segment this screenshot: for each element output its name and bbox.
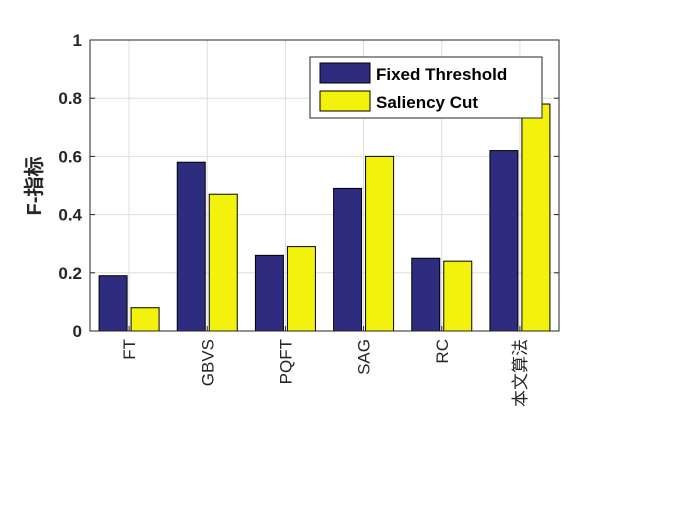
x-tick-label: PQFT [276,339,295,384]
x-tick-label: GBVS [198,339,217,386]
y-tick-label: 0.2 [58,264,82,283]
bar-fixed-threshold-1 [176,161,206,332]
legend-swatch-saliency-cut [319,90,371,112]
bar-saliency-cut-2 [286,246,316,332]
y-axis-label: F-指标 [22,157,46,216]
plot-frame [89,39,560,332]
bar-saliency-cut-4 [443,260,473,332]
legend-label-saliency-cut: Saliency Cut [376,93,478,112]
bar-saliency-cut-3 [365,155,395,332]
bar-fixed-threshold-0 [98,275,128,332]
x-tick-label: RC [433,339,452,364]
axes: 0 0.2 0.4 0.6 0.8 1 FT GBVS PQFT SAG RC 本文算法 [58,31,560,407]
bar-saliency-cut-1 [208,193,238,332]
bars [98,103,551,332]
bar-saliency-cut-0 [130,307,160,332]
y-tick-label: 0 [73,322,82,341]
x-tick-label: 本文算法 [511,339,530,407]
bar-fixed-threshold-4 [411,257,441,332]
bar-fixed-threshold-5 [489,150,519,332]
bar-fixed-threshold-2 [254,254,284,332]
x-tick-label: SAG [355,339,374,375]
legend-swatch-fixed-threshold [319,62,371,84]
bar-fixed-threshold-3 [333,187,363,332]
y-tick-label: 0.4 [58,206,82,225]
y-tick-label: 0.8 [58,89,82,108]
bar-saliency-cut-5 [521,103,551,332]
y-tick-label: 0.6 [58,147,82,166]
legend-label-fixed-threshold: Fixed Threshold [376,65,507,84]
x-tick-label: FT [120,339,139,360]
legend: Fixed Threshold Saliency Cut [309,56,543,119]
y-tick-label: 1 [73,31,82,50]
